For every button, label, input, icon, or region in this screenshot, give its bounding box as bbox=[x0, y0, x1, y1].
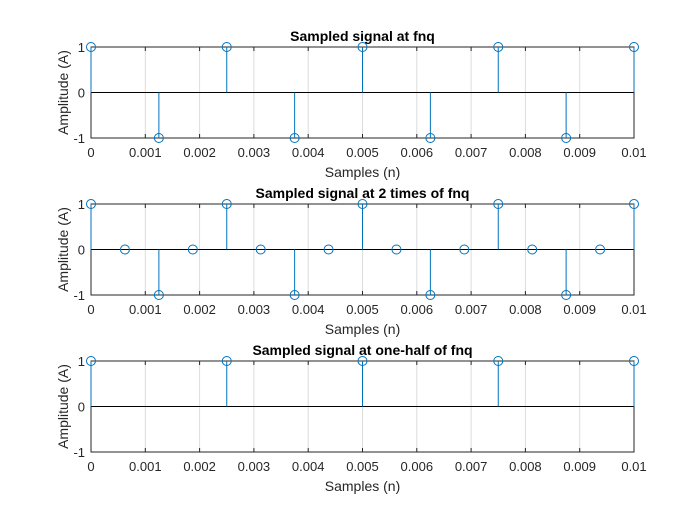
stem-marker bbox=[493, 356, 504, 366]
chart-title: Sampled signal at fnq bbox=[290, 28, 435, 44]
x-tick-label: 0.009 bbox=[563, 302, 596, 317]
stem-marker bbox=[187, 244, 198, 255]
x-tick-label: 0.001 bbox=[129, 459, 162, 474]
stem-marker bbox=[425, 290, 436, 300]
x-tick-label: 0.001 bbox=[129, 145, 162, 160]
x-tick-label: 0.008 bbox=[509, 459, 542, 474]
chart-title: Sampled signal at 2 times of fnq bbox=[256, 185, 470, 201]
x-tick-label: 0.01 bbox=[621, 302, 646, 317]
chart-title: Sampled signal at one-half of fnq bbox=[252, 342, 472, 358]
x-tick-label: 0.007 bbox=[455, 145, 488, 160]
y-axis-label: Amplitude (A) bbox=[55, 207, 71, 292]
stem-marker bbox=[629, 42, 639, 52]
y-tick-label: 0 bbox=[78, 243, 85, 258]
stem-marker bbox=[629, 199, 639, 209]
y-axis-label: Amplitude (A) bbox=[55, 364, 71, 449]
x-tick-label: 0.004 bbox=[292, 459, 325, 474]
x-tick-label: 0.006 bbox=[401, 459, 434, 474]
x-tick-label: 0.003 bbox=[238, 145, 271, 160]
y-tick-label: 0 bbox=[78, 400, 85, 415]
x-tick-label: 0.01 bbox=[621, 145, 646, 160]
y-tick-label: 1 bbox=[78, 40, 85, 55]
x-axis-label: Samples (n) bbox=[325, 164, 400, 180]
stem-marker bbox=[459, 244, 470, 255]
stem-marker bbox=[221, 42, 232, 52]
subplot-2: 0 0.001 0.002 0.003 0.004 0.005 0.006 0.007 0.00… bbox=[55, 185, 647, 337]
stem-marker bbox=[289, 133, 300, 143]
y-tick-label: 1 bbox=[78, 197, 85, 212]
x-axis-label: Samples (n) bbox=[325, 478, 400, 494]
stem-marker bbox=[86, 199, 96, 209]
stem-marker bbox=[153, 290, 164, 300]
x-tick-label: 0.008 bbox=[509, 145, 542, 160]
x-tick-label: 0.001 bbox=[129, 302, 162, 317]
x-tick-label: 0 bbox=[87, 302, 94, 317]
y-tick-label: -1 bbox=[73, 131, 85, 146]
x-tick-label: 0.005 bbox=[346, 145, 379, 160]
stem-marker bbox=[425, 133, 436, 143]
stem-marker bbox=[629, 356, 639, 366]
x-tick-label: 0.005 bbox=[346, 459, 379, 474]
stem-marker bbox=[153, 133, 164, 143]
subplot-1: 0 0.001 0.002 0.003 0.004 0.005 0.006 0.007 0.00… bbox=[55, 28, 647, 180]
x-tick-label: 0.006 bbox=[401, 302, 434, 317]
stem-marker bbox=[86, 42, 96, 52]
x-tick-label: 0.007 bbox=[455, 459, 488, 474]
x-tick-label: 0 bbox=[87, 459, 94, 474]
x-tick-label: 0.006 bbox=[401, 145, 434, 160]
subplot-3: 0 0.001 0.002 0.003 0.004 0.005 0.006 0.007 0.00… bbox=[55, 342, 647, 494]
stem-marker bbox=[357, 356, 368, 366]
stem-marker bbox=[561, 290, 572, 300]
x-tick-label: 0.002 bbox=[183, 302, 216, 317]
stem-marker bbox=[221, 199, 232, 209]
stem-marker bbox=[221, 356, 232, 366]
x-axis-label: Samples (n) bbox=[325, 321, 400, 337]
y-tick-label: -1 bbox=[73, 288, 85, 303]
stem-marker bbox=[289, 290, 300, 300]
x-tick-label: 0.009 bbox=[563, 459, 596, 474]
x-tick-label: 0.009 bbox=[563, 145, 596, 160]
stem-marker bbox=[119, 244, 130, 255]
stem-marker bbox=[493, 42, 504, 52]
stem-marker bbox=[86, 356, 96, 366]
x-tick-label: 0.008 bbox=[509, 302, 542, 317]
x-tick-label: 0.002 bbox=[183, 459, 216, 474]
stem-marker bbox=[595, 244, 606, 255]
x-tick-label: 0.005 bbox=[346, 302, 379, 317]
x-tick-label: 0.003 bbox=[238, 459, 271, 474]
x-tick-label: 0.002 bbox=[183, 145, 216, 160]
stem-marker bbox=[561, 133, 572, 143]
stem-marker bbox=[357, 42, 368, 52]
stem-marker bbox=[493, 199, 504, 209]
stem-marker bbox=[255, 244, 266, 255]
stem-marker bbox=[527, 244, 538, 255]
x-tick-label: 0.004 bbox=[292, 302, 325, 317]
stem-marker bbox=[323, 244, 334, 255]
y-tick-label: -1 bbox=[73, 445, 85, 460]
x-tick-label: 0.004 bbox=[292, 145, 325, 160]
x-tick-label: 0.01 bbox=[621, 459, 646, 474]
y-tick-label: 0 bbox=[78, 86, 85, 101]
x-tick-label: 0 bbox=[87, 145, 94, 160]
x-tick-label: 0.003 bbox=[238, 302, 271, 317]
stem-marker bbox=[391, 244, 402, 255]
y-axis-label: Amplitude (A) bbox=[55, 50, 71, 135]
stem-marker bbox=[357, 199, 368, 209]
x-tick-label: 0.007 bbox=[455, 302, 488, 317]
y-tick-label: 1 bbox=[78, 354, 85, 369]
